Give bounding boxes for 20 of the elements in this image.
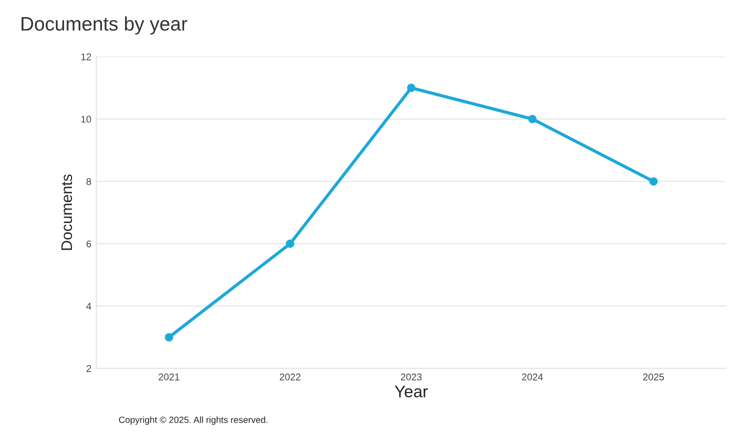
point (528, 114, 537, 124)
chart-title: Documents by year (22, 16, 188, 35)
y-tick-label: 6 (86, 240, 92, 248)
x-tick-label: 2021 (158, 374, 180, 380)
text: Copyright © 2025. All rights reserved. (119, 416, 268, 425)
x-axis-title: Year (394, 386, 428, 398)
x-tick-label: 2024 (522, 374, 543, 380)
point (164, 333, 174, 342)
y-axis-title: Documents (61, 174, 72, 250)
x-tick-label: 2022 (280, 374, 300, 380)
point (286, 240, 294, 248)
point (649, 177, 658, 186)
x-tick-label: 2025 (643, 374, 664, 380)
y-tick-label: 10 (81, 116, 92, 123)
y-tick-label: 2 (86, 365, 91, 372)
point (407, 84, 416, 92)
y-tick-label: 4 (86, 302, 92, 310)
y-tick-label: 8 (86, 178, 92, 185)
y-tick-label: 12 (81, 53, 91, 60)
x-tick-label: 2023 (400, 374, 422, 380)
